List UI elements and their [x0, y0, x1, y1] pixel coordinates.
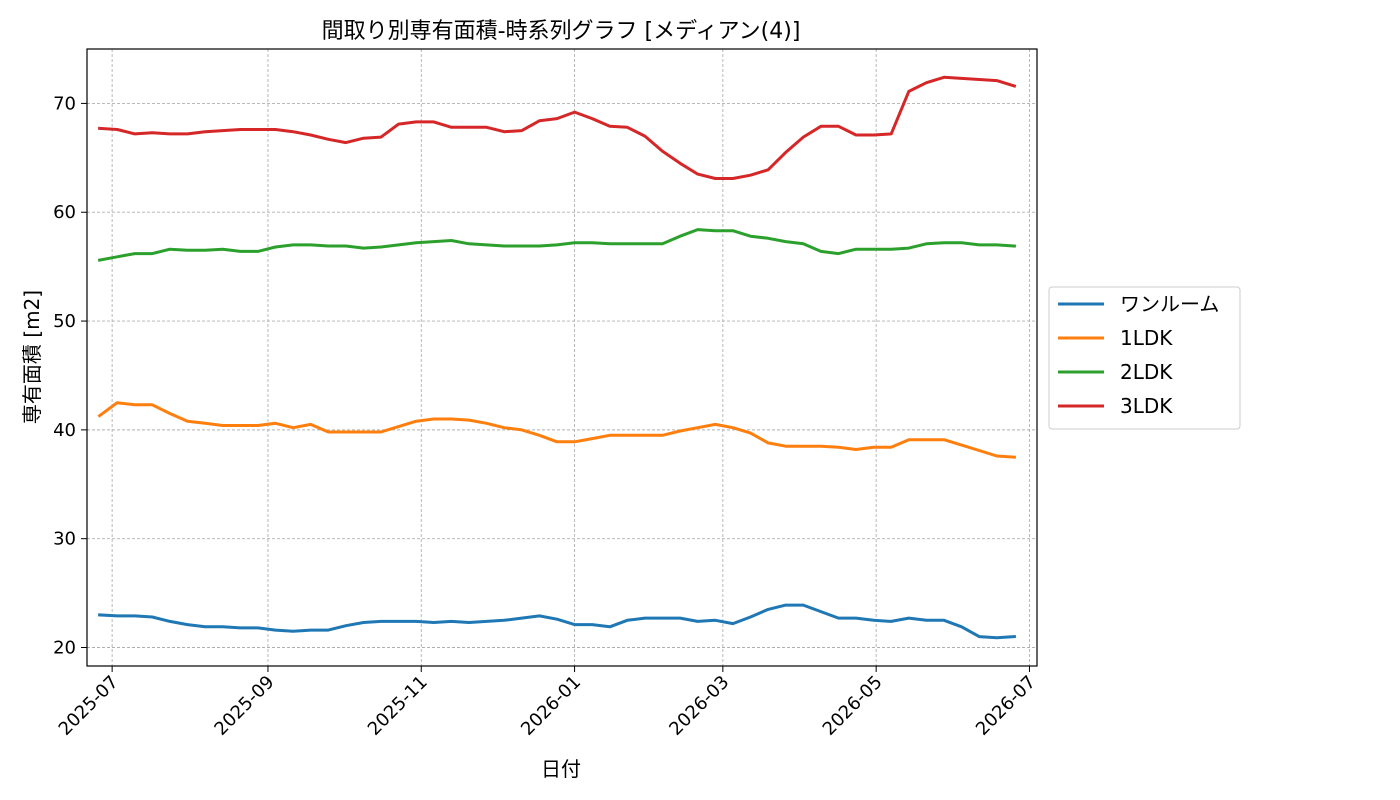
x-tick-label: 2026-03 [665, 672, 733, 740]
axis-ticks: 20 30 40 50 60 70 2025-07 2025-09 2025-11 2026-01… [53, 93, 1040, 739]
y-tick-label: 50 [53, 311, 76, 332]
series-lines [97, 75, 1017, 640]
legend-frame [1048, 286, 1241, 430]
x-tick-label: 2025-11 [364, 672, 432, 740]
legend-label: ワンルーム [1120, 292, 1219, 316]
plot-area-frame [86, 48, 1038, 667]
x-tick-label: 2025-07 [55, 672, 123, 740]
x-tick-label: 2025-09 [210, 672, 278, 740]
legend-label: 3LDK [1120, 394, 1173, 418]
y-tick-label: 30 [53, 529, 76, 550]
y-tick-label: 40 [53, 420, 76, 441]
gridlines [87, 49, 1037, 666]
series-line-1 [97, 401, 1016, 459]
y-tick-label: 20 [53, 638, 76, 659]
x-axis-label: 日付 [541, 757, 581, 781]
series-line-3 [98, 75, 1017, 180]
x-tick-label: 2026-01 [517, 672, 585, 740]
x-tick-label: 2026-05 [819, 672, 887, 740]
y-tick-label: 60 [53, 202, 76, 223]
legend-label: 2LDK [1120, 360, 1173, 384]
legend: ワンルーム 1LDK 2LDK 3LDK [1048, 286, 1241, 430]
x-tick-label: 2026-07 [972, 672, 1040, 740]
y-axis-label: 専有面積 [m2] [20, 290, 44, 424]
y-tick-label: 70 [53, 93, 76, 114]
legend-label: 1LDK [1120, 326, 1173, 350]
series-line-2 [97, 228, 1016, 262]
chart-title: 間取り別専有面積-時系列グラフ [メディアン(4)] [322, 19, 801, 44]
series-line-0 [98, 603, 1016, 640]
